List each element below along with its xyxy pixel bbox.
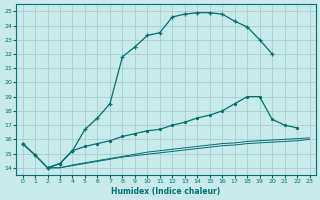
X-axis label: Humidex (Indice chaleur): Humidex (Indice chaleur) [111,187,221,196]
